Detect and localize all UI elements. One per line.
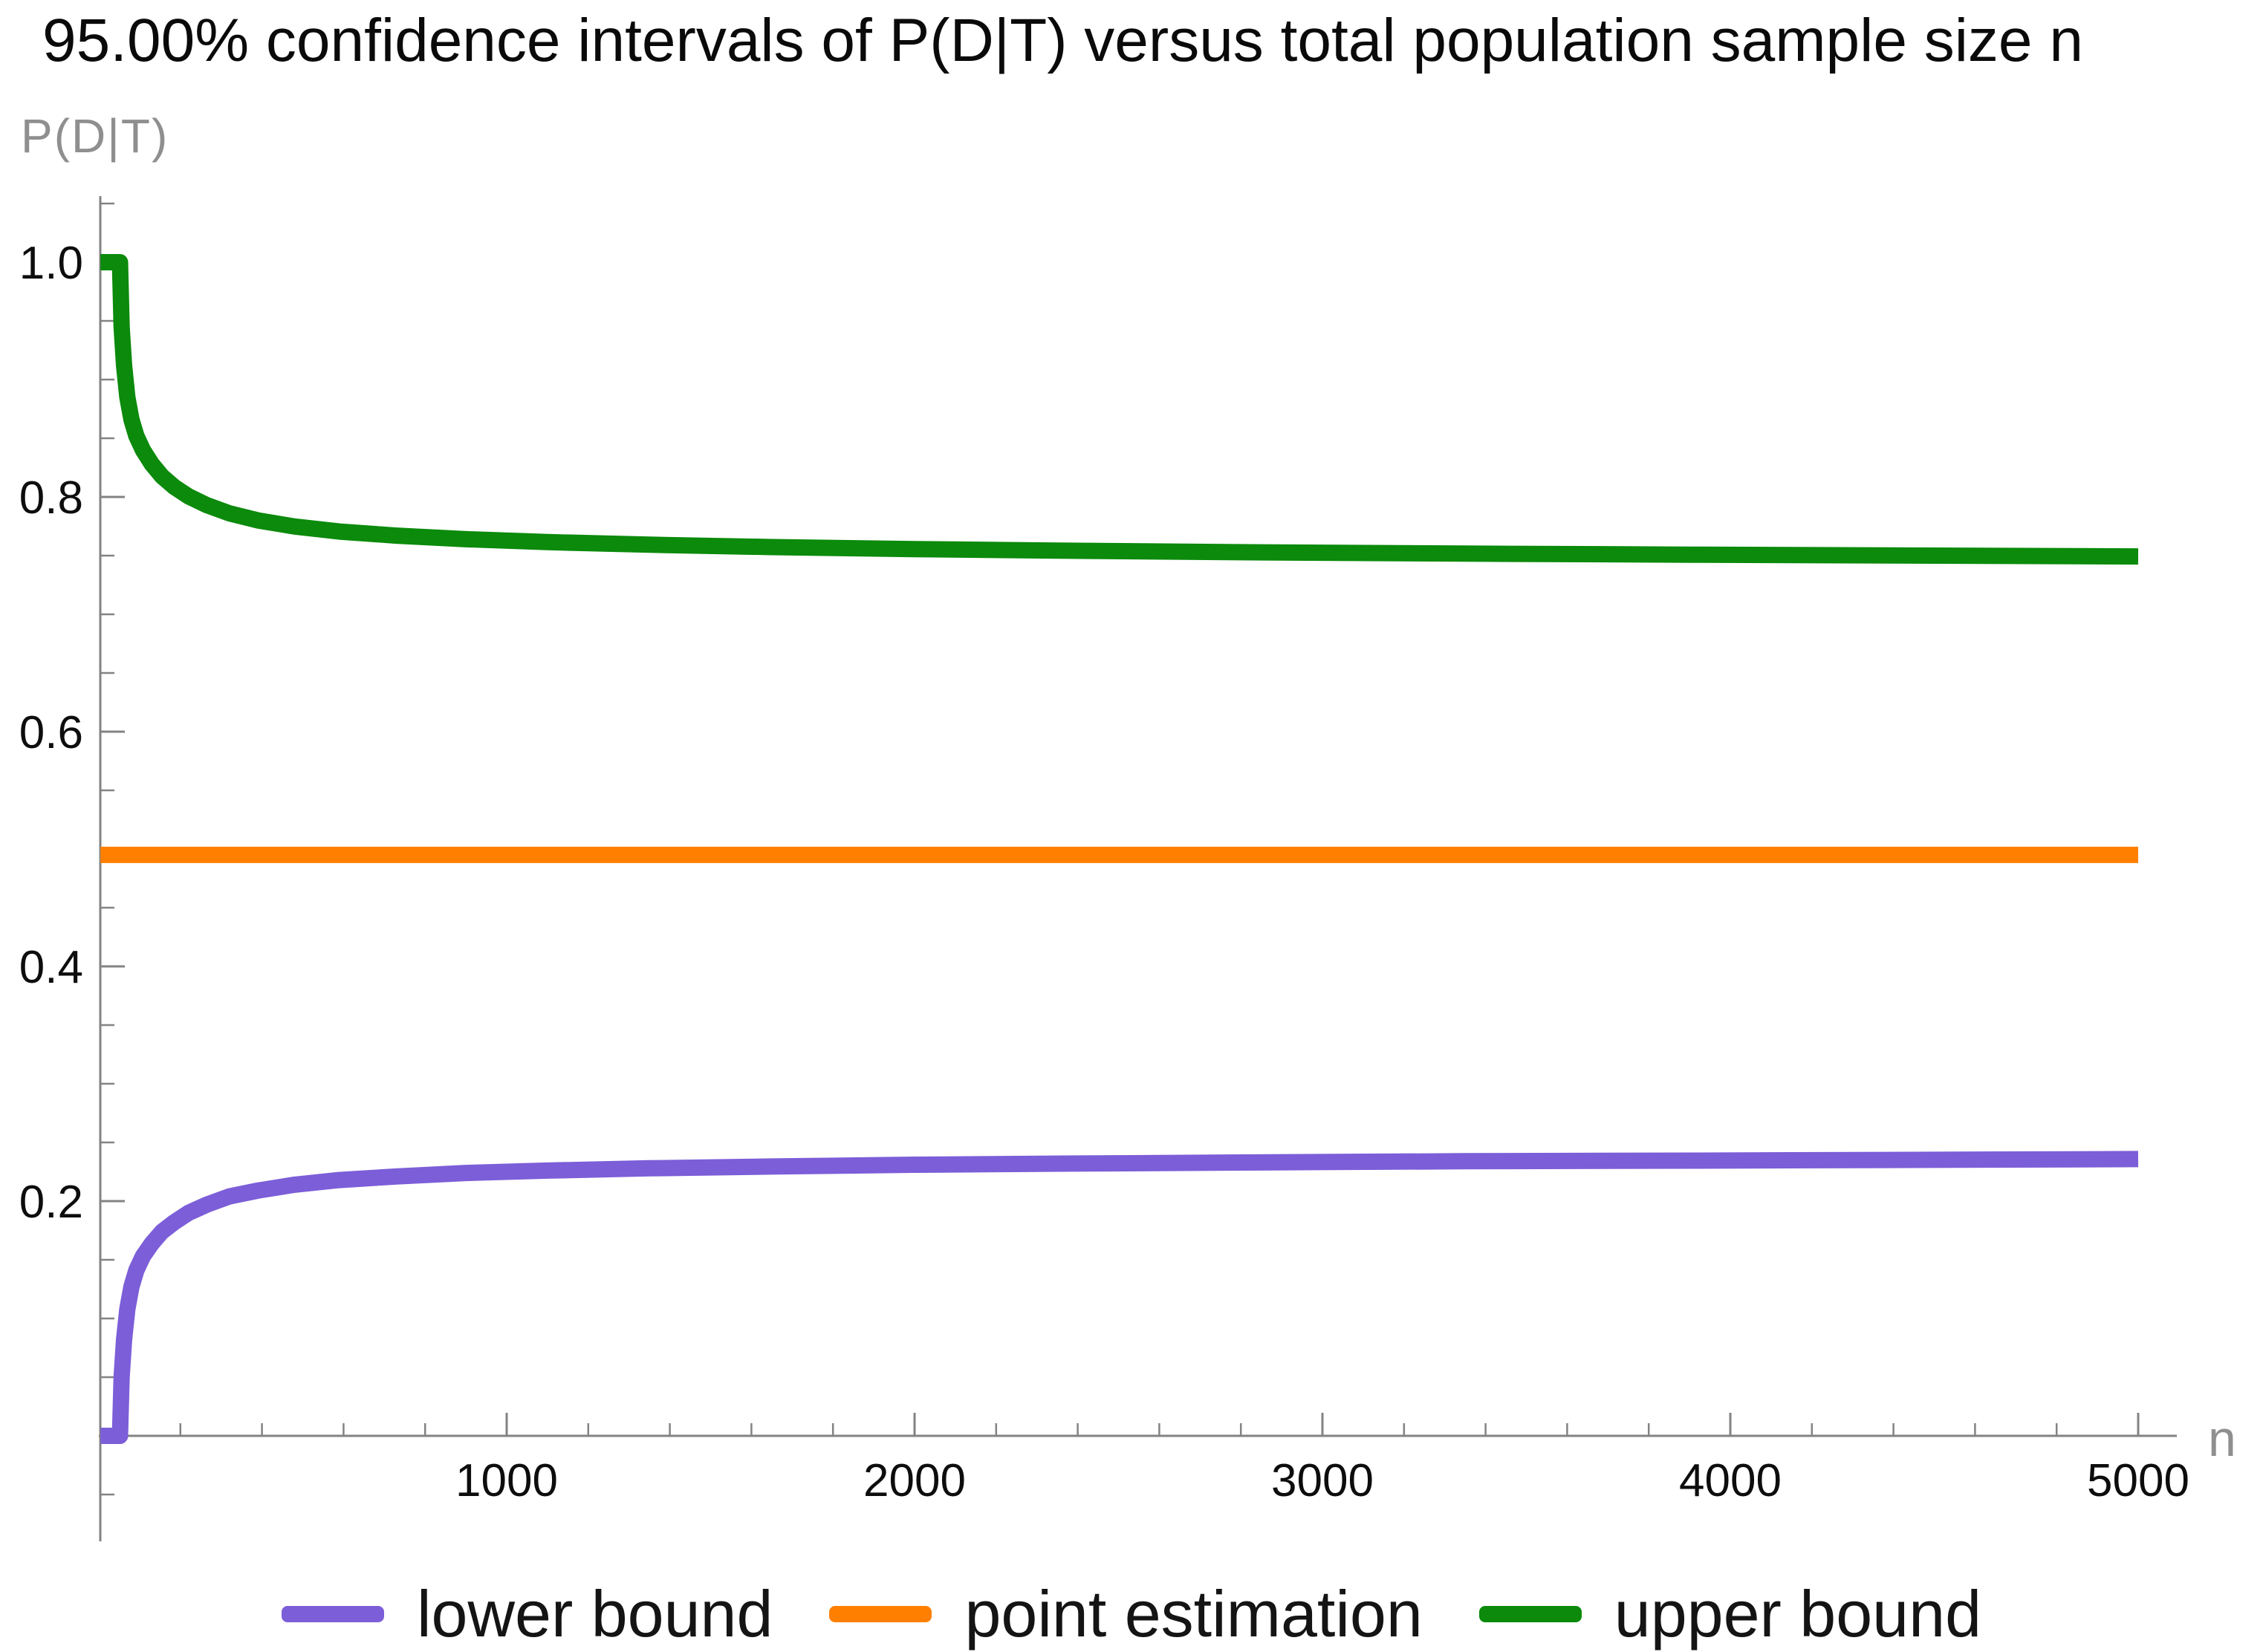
x-tick-label: 2000: [863, 1455, 966, 1506]
legend-swatch-lower-bound: [281, 1606, 384, 1622]
x-axis-label: n: [2208, 1411, 2236, 1467]
legend-swatch-point-estimation: [829, 1606, 932, 1622]
y-tick-label: 0.4: [19, 942, 83, 993]
x-tick-label: 4000: [1679, 1455, 1782, 1506]
legend-swatch-upper-bound: [1478, 1606, 1582, 1622]
curve-lower-bound: [100, 1151, 2139, 1444]
legend-label-point-estimation: point estimation: [964, 1577, 1423, 1651]
legend-item-point-estimation: point estimation: [829, 1576, 1423, 1652]
curve-upper-bound: [100, 254, 2139, 565]
y-axis-label: P(D|T): [21, 109, 169, 163]
legend: lower bound point estimation upper bound: [0, 1576, 2263, 1652]
legend-item-lower-bound: lower bound: [281, 1576, 773, 1652]
y-tick-label: 0.2: [19, 1177, 83, 1228]
x-tick-label: 1000: [455, 1455, 558, 1506]
y-tick-label: 0.8: [19, 472, 83, 524]
x-tick-label: 3000: [1271, 1455, 1374, 1506]
chart-title: 95.00% confidence intervals of P(D|T) ve…: [42, 7, 2083, 74]
legend-label-lower-bound: lower bound: [416, 1577, 773, 1651]
y-tick-label: 1.0: [19, 238, 83, 289]
legend-label-upper-bound: upper bound: [1614, 1577, 1982, 1651]
legend-item-upper-bound: upper bound: [1478, 1576, 1982, 1652]
x-tick-label: 5000: [2087, 1455, 2189, 1506]
y-tick-label: 0.6: [19, 707, 83, 758]
